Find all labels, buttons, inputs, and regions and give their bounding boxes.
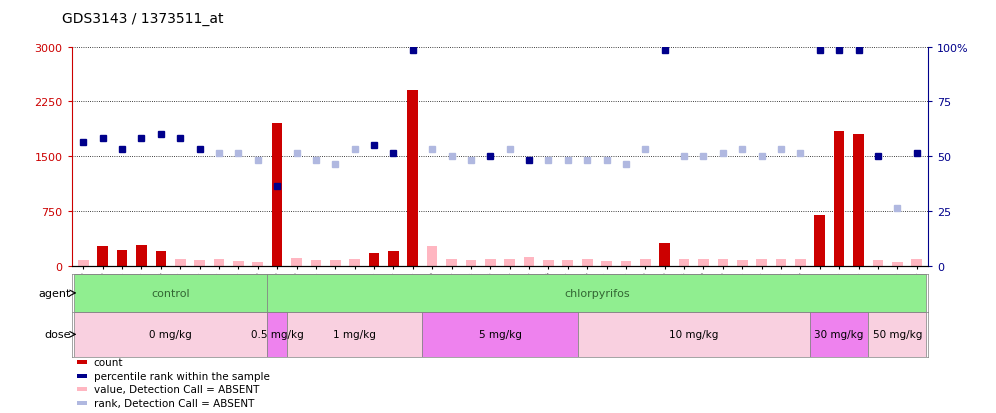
Text: rank, Detection Call = ABSENT: rank, Detection Call = ABSENT — [94, 398, 254, 408]
Text: dose: dose — [44, 330, 71, 339]
Bar — [678, 260, 689, 266]
Bar — [621, 261, 631, 266]
Bar — [252, 262, 263, 266]
Bar — [815, 215, 825, 266]
Bar — [756, 260, 767, 266]
Text: 50 mg/kg: 50 mg/kg — [872, 330, 922, 339]
Bar — [74, 312, 268, 357]
Bar — [737, 261, 748, 266]
Text: control: control — [151, 288, 190, 298]
Bar — [869, 312, 926, 357]
Bar — [268, 275, 926, 312]
Bar — [834, 131, 845, 266]
Bar — [272, 124, 283, 266]
Text: agent: agent — [39, 288, 71, 298]
Bar — [287, 312, 422, 357]
Bar — [214, 259, 224, 266]
Bar — [369, 253, 379, 266]
Text: 10 mg/kg: 10 mg/kg — [669, 330, 718, 339]
Bar — [175, 259, 185, 266]
Bar — [602, 261, 612, 266]
Text: chlorpyrifos: chlorpyrifos — [564, 288, 629, 298]
Bar — [268, 312, 287, 357]
Bar — [911, 259, 922, 266]
Bar — [407, 91, 418, 266]
Bar — [582, 259, 593, 266]
Bar — [892, 262, 902, 266]
Bar — [388, 252, 398, 266]
Bar — [233, 261, 244, 266]
Text: 0.5 mg/kg: 0.5 mg/kg — [251, 330, 304, 339]
Bar — [311, 261, 322, 266]
Bar — [543, 261, 554, 266]
Bar — [78, 261, 89, 266]
Bar — [776, 260, 786, 266]
Text: 1 mg/kg: 1 mg/kg — [334, 330, 376, 339]
Bar — [291, 259, 302, 266]
Bar — [578, 312, 810, 357]
Text: 30 mg/kg: 30 mg/kg — [815, 330, 864, 339]
Bar — [117, 250, 127, 266]
Bar — [795, 260, 806, 266]
Bar — [810, 312, 869, 357]
Text: percentile rank within the sample: percentile rank within the sample — [94, 371, 270, 381]
Bar — [465, 261, 476, 266]
Bar — [350, 260, 360, 266]
Bar — [485, 260, 496, 266]
Text: 0 mg/kg: 0 mg/kg — [149, 330, 192, 339]
Bar — [74, 275, 268, 312]
Bar — [524, 257, 535, 266]
Bar — [563, 261, 573, 266]
Bar — [659, 243, 670, 266]
Bar — [854, 135, 864, 266]
Bar — [330, 261, 341, 266]
Bar — [446, 259, 457, 266]
Bar — [194, 261, 205, 266]
Bar — [698, 259, 709, 266]
Bar — [155, 251, 166, 266]
Text: count: count — [94, 357, 124, 367]
Bar — [98, 246, 108, 266]
Text: 5 mg/kg: 5 mg/kg — [478, 330, 522, 339]
Bar — [872, 261, 883, 266]
Bar — [717, 259, 728, 266]
Bar — [136, 245, 146, 266]
Text: GDS3143 / 1373511_at: GDS3143 / 1373511_at — [62, 12, 223, 26]
Bar — [422, 312, 578, 357]
Bar — [640, 260, 650, 266]
Bar — [504, 259, 515, 266]
Text: value, Detection Call = ABSENT: value, Detection Call = ABSENT — [94, 385, 259, 394]
Bar — [427, 247, 437, 266]
